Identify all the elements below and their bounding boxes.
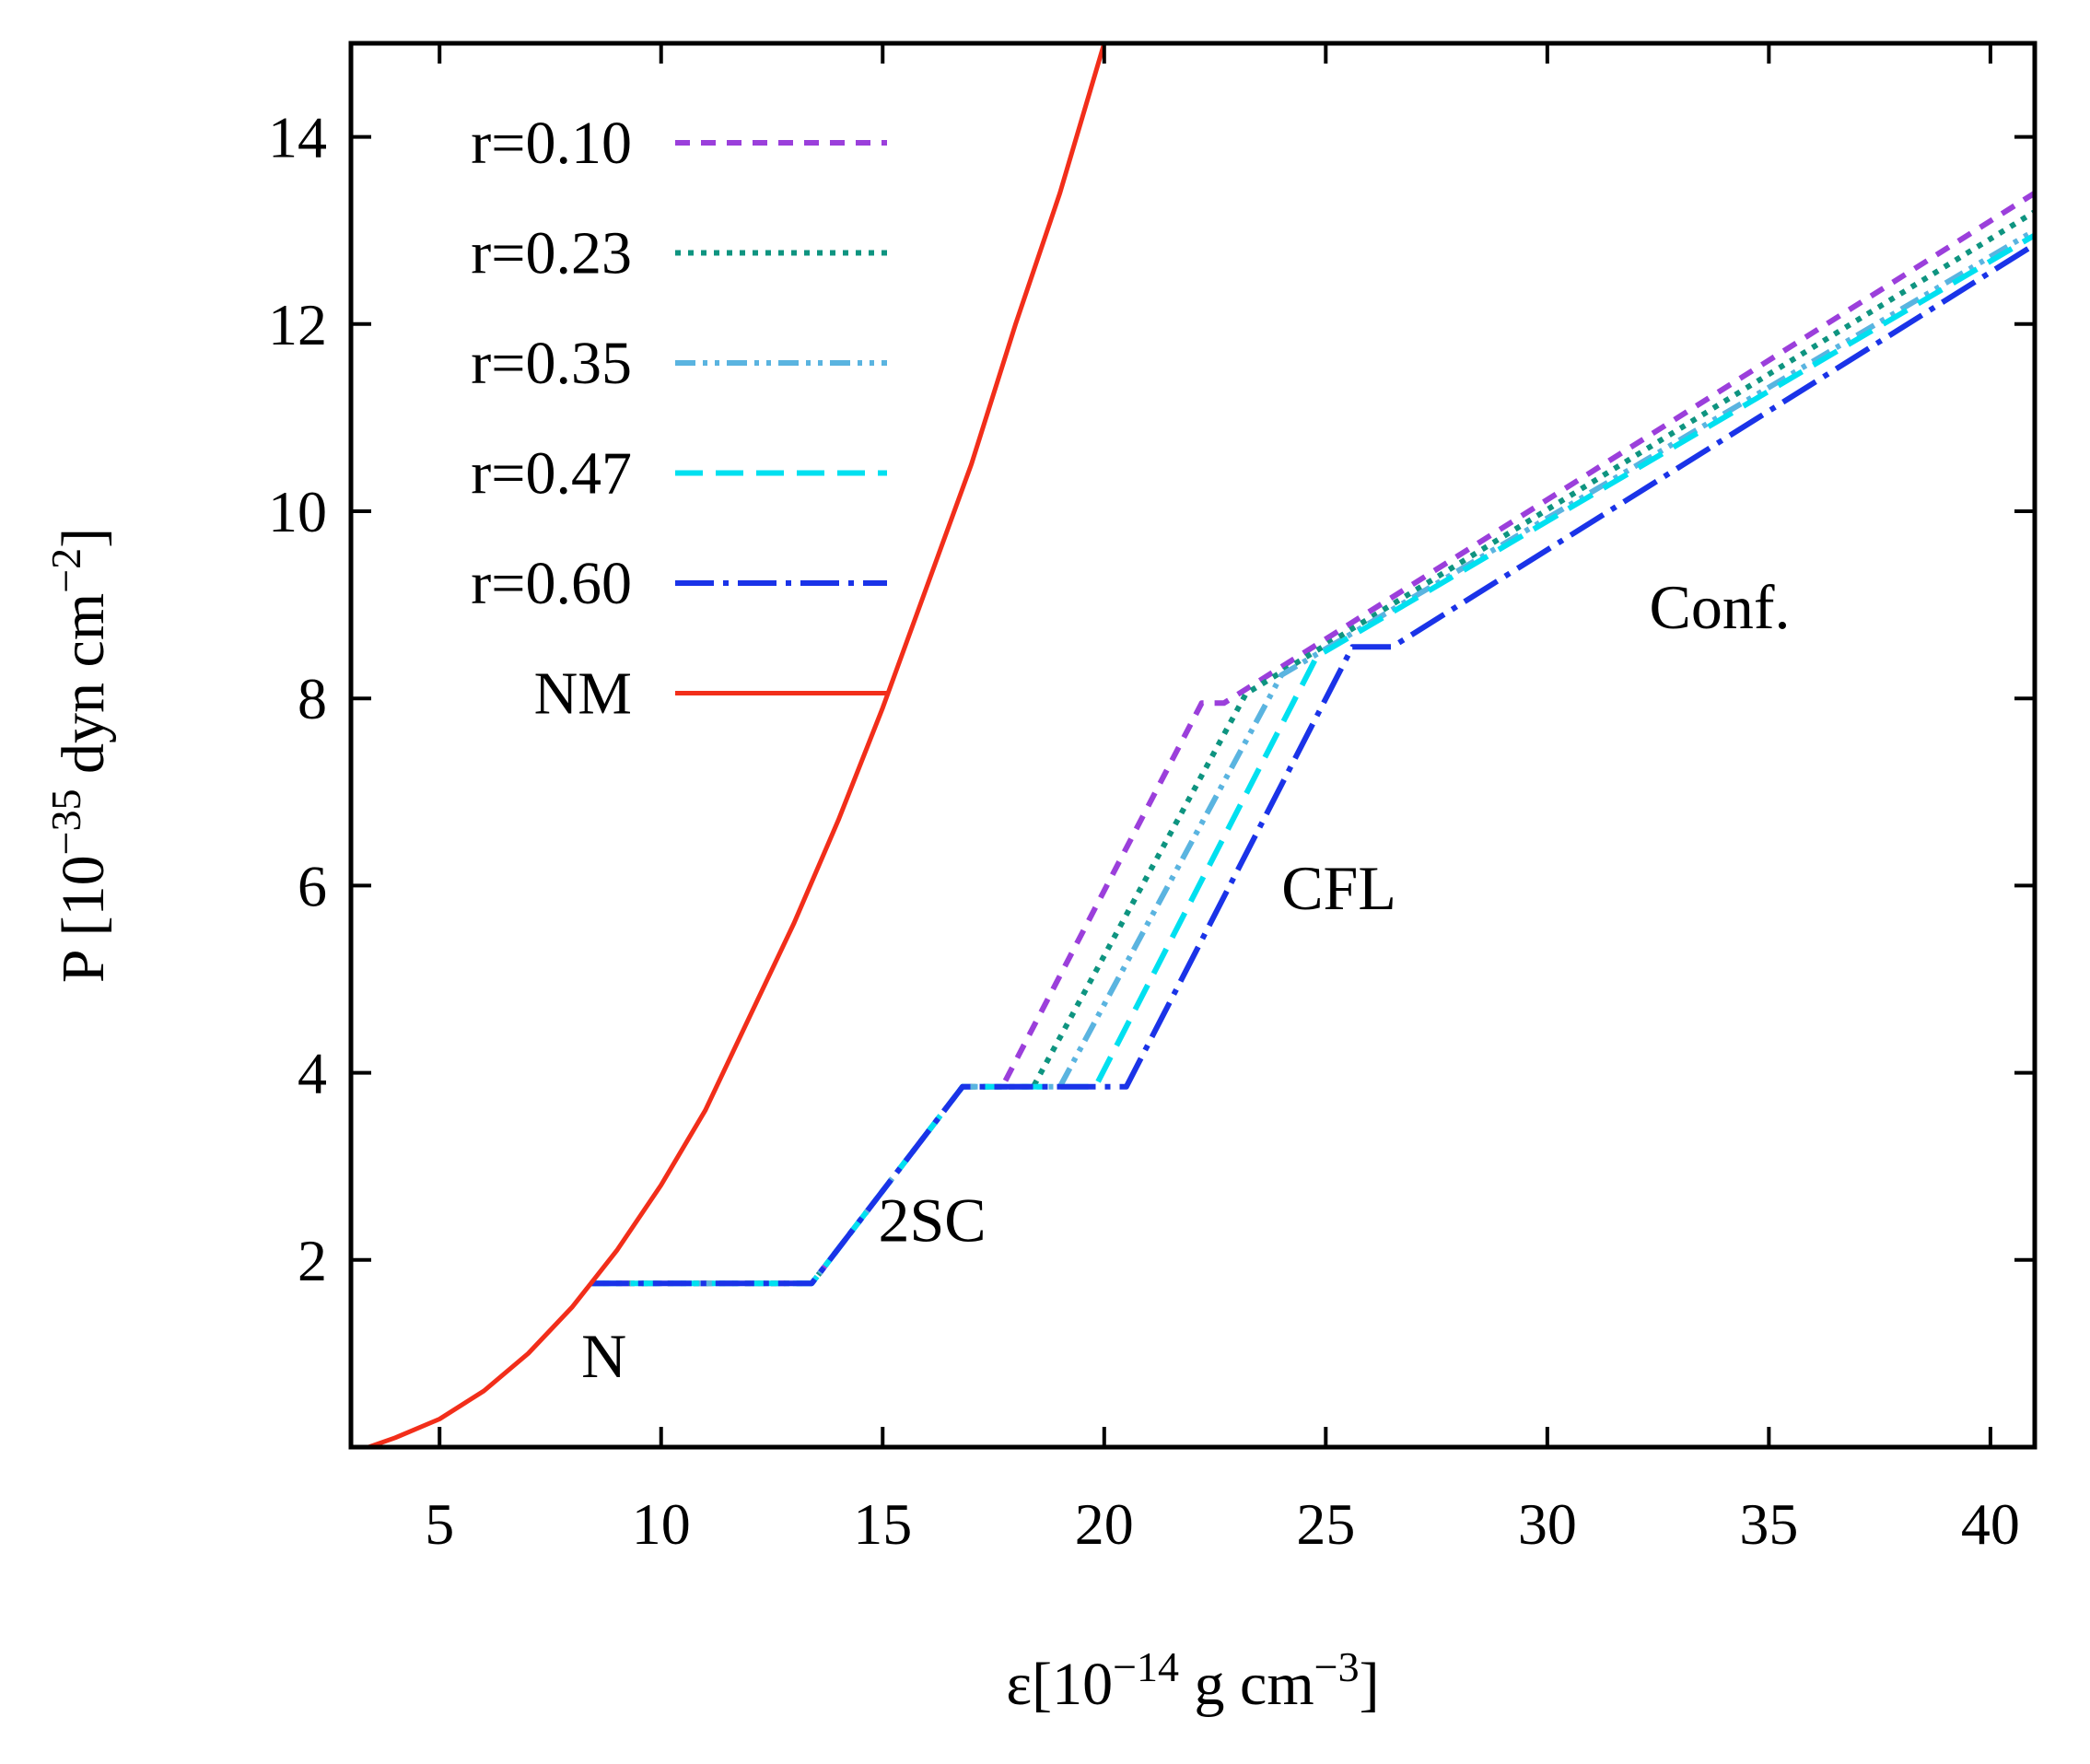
legend-label: r=0.10 (471, 110, 632, 177)
y-tick-label: 2 (298, 1228, 327, 1293)
y-axis-title-base: P [10 (50, 855, 117, 983)
y-tick-label: 4 (298, 1041, 327, 1106)
x-tick-label: 40 (1961, 1491, 2020, 1557)
plot-frame (348, 41, 2037, 1450)
x-axis-title-exp1: −14 (1113, 1643, 1179, 1690)
legend-label: r=0.23 (471, 220, 632, 287)
series-layer (368, 43, 2035, 1447)
legend-entry-nm: NM (534, 660, 887, 728)
x-axis-title-base: ε[10 (1006, 1651, 1113, 1718)
series-line-r-0-23 (590, 209, 2035, 1287)
annotation-layer: N 2SC CFL Conf. (581, 572, 1790, 1391)
y-tick-label: 8 (298, 666, 327, 731)
y-tick-label: 6 (298, 853, 327, 918)
legend-label: r=0.60 (471, 550, 632, 617)
annotation-n: N (581, 1321, 626, 1391)
legend-label: NM (534, 660, 632, 728)
x-tick-label: 15 (853, 1491, 912, 1557)
y-tick-label: 10 (268, 479, 327, 544)
y-tick-label: 14 (268, 105, 327, 170)
legend-label: r=0.47 (471, 440, 632, 508)
annotation-conf: Conf. (1649, 572, 1790, 642)
x-tick-label: 10 (632, 1491, 691, 1557)
legend-entry-r-0-23: r=0.23 (471, 220, 887, 287)
tick-layer: 5 10 15 20 25 30 35 40 2 4 6 8 10 12 14 (268, 43, 2035, 1557)
series-line-r-0-35 (590, 228, 2035, 1287)
legend-entry-r-0-47: r=0.47 (471, 440, 887, 508)
series-line-r-0-47 (590, 232, 2035, 1287)
x-axis-title: ε[10−14 g cm−3] (1006, 1643, 1379, 1719)
y-axis-title: P [10−35 dyn cm−2] (42, 528, 118, 983)
series-line-r-0-60 (590, 241, 2035, 1287)
legend: r=0.10 r=0.23 r=0.35 r=0.47 r=0.60 NM (471, 110, 887, 728)
legend-entry-r-0-35: r=0.35 (471, 330, 887, 397)
x-tick-label: 5 (425, 1491, 454, 1557)
annotation-2sc: 2SC (878, 1185, 986, 1255)
y-axis-title-exp2: −2 (42, 548, 89, 593)
legend-entry-r-0-10: r=0.10 (471, 110, 887, 177)
series-line-nm (368, 43, 1107, 1447)
x-axis-title-exp2: −3 (1314, 1643, 1360, 1690)
x-axis-title-mid: g cm (1179, 1651, 1314, 1718)
legend-label: r=0.35 (471, 330, 632, 397)
x-tick-label: 20 (1075, 1491, 1134, 1557)
y-tick-label: 12 (268, 292, 327, 357)
series-line-r-0-10 (590, 191, 2035, 1287)
y-axis-title-mid: dyn cm (50, 593, 117, 789)
x-tick-label: 25 (1296, 1491, 1355, 1557)
annotation-cfl: CFL (1281, 853, 1396, 923)
x-axis-title-end: ] (1360, 1651, 1380, 1718)
y-axis-title-end: ] (50, 528, 117, 548)
legend-entry-r-0-60: r=0.60 (471, 550, 887, 617)
x-tick-label: 35 (1739, 1491, 1798, 1557)
x-tick-label: 30 (1518, 1491, 1577, 1557)
y-axis-title-exp1: −35 (42, 789, 89, 855)
